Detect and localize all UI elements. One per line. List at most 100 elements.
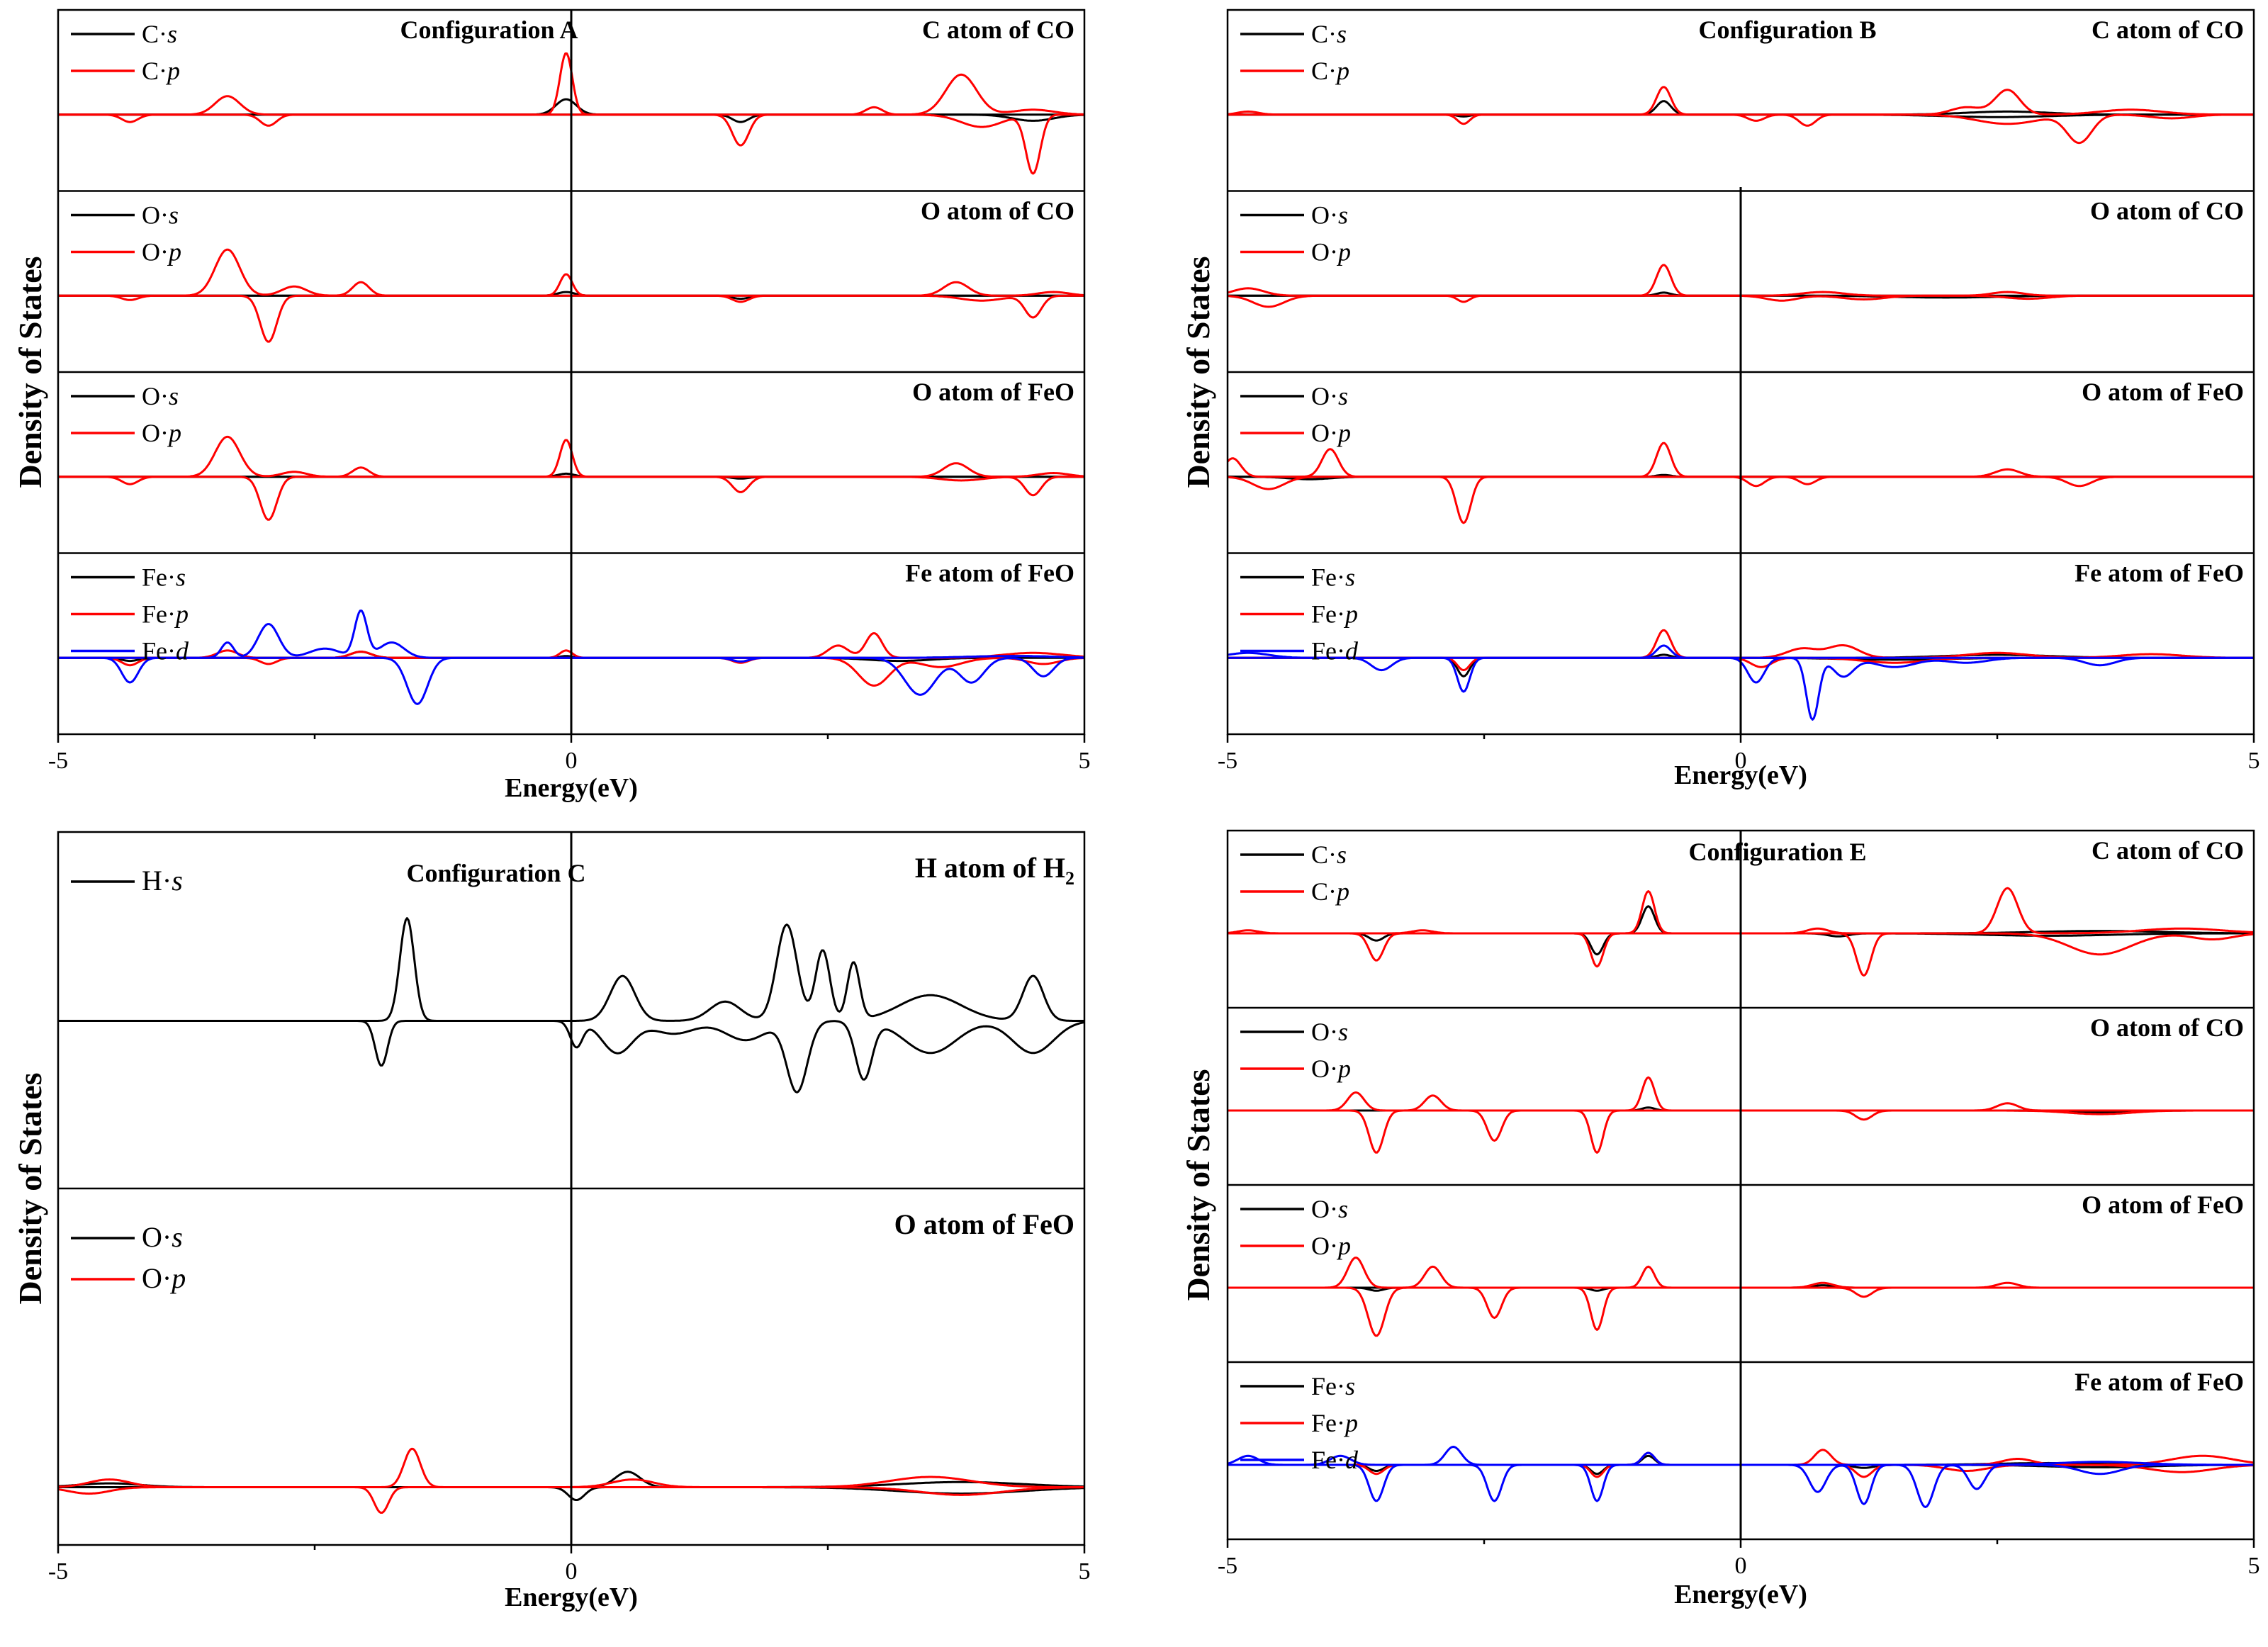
legend-label: O·s xyxy=(142,201,179,230)
legend-item-fe-p: Fe·p xyxy=(1240,1409,1358,1437)
legend-item-o-p: O·p xyxy=(1240,419,1351,447)
legend-item-o-s: O·s xyxy=(1240,201,1348,230)
legend-item-o-s: O·s xyxy=(1240,382,1348,410)
legend-item-o-p: O·p xyxy=(1240,238,1351,266)
x-axis-label: Energy(eV) xyxy=(505,773,638,803)
legend-item-c-s: C·s xyxy=(71,20,177,48)
legend-item-o-p: O·p xyxy=(71,238,181,266)
x-tick-label: -5 xyxy=(48,1558,68,1585)
y-axis-label: Density of States xyxy=(1180,1069,1216,1300)
legend-item-fe-s: Fe·s xyxy=(71,563,186,592)
y-axis-label: Density of States xyxy=(12,256,48,488)
legend-item-c-s: C·s xyxy=(1240,841,1347,869)
legend-label: Fe·p xyxy=(1311,1409,1358,1437)
legend-item-o-p: O·p xyxy=(1240,1055,1351,1083)
series-c-atom-of-co-p-down xyxy=(1228,113,2254,145)
chart-configuration-c: H atom of H2 H·s O atom of FeO O·s O·p -5 0 5 Co… xyxy=(12,831,1091,1612)
x-axis-label: Energy(eV) xyxy=(505,1583,638,1612)
legend-item-o-s: O·s xyxy=(1240,1018,1348,1046)
legend-item-c-s: C·s xyxy=(1240,20,1347,48)
legend-item-fe-p: Fe·p xyxy=(1240,600,1358,629)
legend-label: O·p xyxy=(1311,1055,1351,1083)
legend-label: O·p xyxy=(142,1262,186,1294)
legend-label: Fe·s xyxy=(142,563,186,592)
legend-label: C·p xyxy=(1311,57,1349,85)
legend-item-o-p: O·p xyxy=(71,1262,186,1294)
legend-label: Fe·d xyxy=(142,637,189,665)
legend-item-o-s: O·s xyxy=(71,1221,183,1253)
atom-label: O atom of CO xyxy=(921,197,1074,225)
legend-label: O·s xyxy=(1311,382,1348,410)
atom-label: O atom of FeO xyxy=(2082,378,2244,406)
x-tick-label: 5 xyxy=(1079,748,1091,774)
legend-item-h-s: H·s xyxy=(71,865,183,896)
x-tick-label: 0 xyxy=(1735,748,1747,774)
subplot-fe-atom-of-feo: Fe atom of FeO Fe·s Fe·p Fe·d xyxy=(1227,1368,2255,1508)
legend-item-c-p: C·p xyxy=(71,57,180,85)
atom-label: C atom of CO xyxy=(2092,16,2244,44)
chart-title: Configuration E xyxy=(1688,838,1866,866)
x-tick-label: 5 xyxy=(2248,1553,2260,1579)
atom-label: Fe atom of FeO xyxy=(2075,559,2244,588)
legend-item-o-s: O·s xyxy=(1240,1195,1348,1223)
legend-item-fe-d: Fe·d xyxy=(1240,637,1359,665)
legend-label: C·s xyxy=(1311,20,1347,48)
legend-label: O·s xyxy=(1311,1018,1348,1046)
x-tick-label: -5 xyxy=(48,748,68,774)
atom-label: O atom of FeO xyxy=(2082,1191,2244,1219)
chart-configuration-a: C atom of CO C·s C·p O atom of CO O·s O·p O at… xyxy=(12,9,1091,803)
legend-label: O·p xyxy=(1311,238,1351,266)
legend-label: C·s xyxy=(1311,841,1347,869)
legend-label: C·s xyxy=(142,20,177,48)
legend-label: Fe·d xyxy=(1311,1446,1359,1474)
x-tick-label: 0 xyxy=(566,748,578,774)
legend-item-o-p: O·p xyxy=(71,419,181,447)
x-axis-label: Energy(eV) xyxy=(1674,760,1807,790)
chart-title: Configuration A xyxy=(400,16,578,44)
atom-label: O atom of CO xyxy=(2090,197,2244,225)
atom-label: Fe atom of FeO xyxy=(905,559,1074,588)
atom-label: C atom of CO xyxy=(2092,836,2244,865)
chart-title: Configuration C xyxy=(406,859,585,887)
x-tick-label: 5 xyxy=(1079,1558,1091,1585)
atom-label: O atom of FeO xyxy=(894,1208,1074,1240)
chart-title: Configuration B xyxy=(1698,16,1876,44)
legend-item-fe-s: Fe·s xyxy=(1240,563,1355,592)
atom-label: O atom of FeO xyxy=(912,378,1074,406)
legend-label: H·s xyxy=(142,865,183,896)
legend-label: Fe·p xyxy=(1311,600,1358,629)
chart-configuration-b: C atom of CO C·s C·p O atom of CO O·s O·p O at… xyxy=(1180,9,2260,790)
x-tick-label: -5 xyxy=(1218,748,1237,774)
legend-item-o-s: O·s xyxy=(71,382,179,410)
legend-label: O·s xyxy=(1311,1195,1348,1223)
legend-item-c-p: C·p xyxy=(1240,877,1349,906)
x-tick-label: -5 xyxy=(1218,1553,1237,1579)
legend-label: O·p xyxy=(142,238,181,266)
legend-item-fe-s: Fe·s xyxy=(1240,1372,1355,1400)
atom-label: O atom of CO xyxy=(2090,1013,2244,1042)
x-tick-label: 0 xyxy=(1735,1553,1747,1579)
series-c-atom-of-co-p-up xyxy=(1227,86,2254,116)
y-axis-label: Density of States xyxy=(12,1072,48,1304)
legend-label: Fe·p xyxy=(142,600,189,629)
legend-label: O·s xyxy=(1311,201,1348,230)
legend-label: O·p xyxy=(142,419,181,447)
legend-label: Fe·s xyxy=(1311,563,1355,592)
legend-item-fe-d: Fe·d xyxy=(1240,1446,1359,1474)
subplot-c-atom-of-co: C atom of CO C·s C·p xyxy=(1227,16,2254,192)
legend-item-fe-d: Fe·d xyxy=(71,637,189,665)
y-axis-label: Density of States xyxy=(1180,256,1216,488)
atom-label: H atom of H2 xyxy=(915,852,1074,889)
atom-label: C atom of CO xyxy=(922,16,1074,44)
legend-label: O·s xyxy=(142,1221,183,1253)
chart-configuration-e: C atom of CO C·s C·p O atom of CO O·s O·p O at… xyxy=(1180,829,2260,1609)
legend-label: C·p xyxy=(142,57,180,85)
legend-label: C·p xyxy=(1311,877,1349,906)
subplot-o-atom-of-feo: O atom of FeO O·s O·p xyxy=(57,1208,1085,1514)
x-axis-label: Energy(eV) xyxy=(1674,1580,1807,1609)
legend-label: Fe·d xyxy=(1311,637,1359,665)
x-tick-label: 5 xyxy=(2248,748,2260,774)
legend-label: O·p xyxy=(1311,1232,1351,1260)
legend-item-fe-p: Fe·p xyxy=(71,600,189,629)
